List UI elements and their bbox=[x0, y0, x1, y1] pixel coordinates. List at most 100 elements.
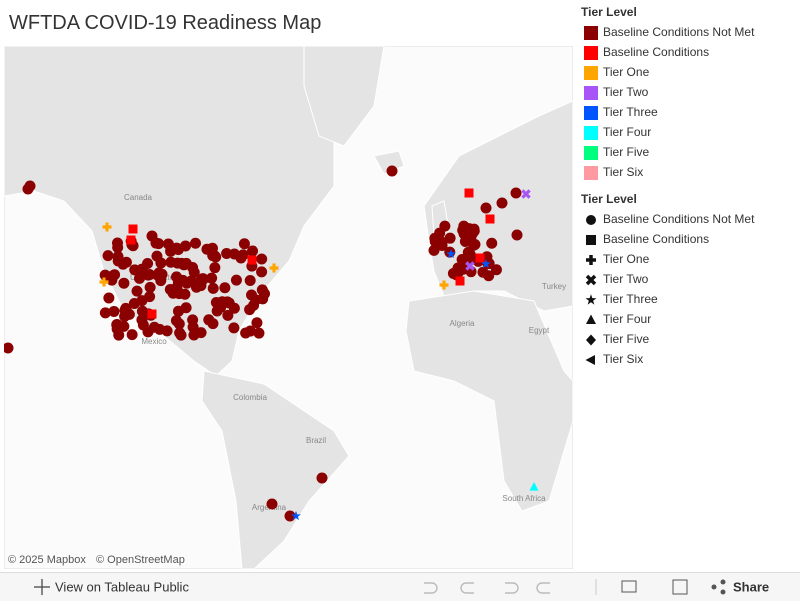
marker bbox=[511, 229, 523, 241]
legend-swatch bbox=[584, 66, 598, 80]
marker bbox=[219, 282, 231, 294]
toolbar-icons: View on Tableau Public Share bbox=[34, 579, 769, 595]
place-label: Canada bbox=[124, 193, 153, 202]
legend-symbol bbox=[585, 274, 597, 286]
marker bbox=[162, 238, 174, 250]
marker bbox=[481, 258, 491, 269]
marker bbox=[238, 238, 250, 250]
marker bbox=[4, 342, 14, 354]
marker bbox=[171, 242, 183, 254]
marker bbox=[178, 259, 190, 271]
legend-label: Baseline Conditions Not Met bbox=[603, 25, 755, 39]
marker bbox=[228, 302, 240, 314]
marker bbox=[209, 262, 221, 274]
marker bbox=[251, 317, 263, 329]
legend-label: Tier Four bbox=[603, 312, 651, 326]
marker bbox=[134, 272, 146, 284]
marker bbox=[195, 327, 207, 339]
marker bbox=[144, 291, 156, 303]
legend-swatch bbox=[584, 46, 598, 60]
marker bbox=[120, 256, 132, 268]
marker bbox=[206, 272, 218, 284]
marker bbox=[102, 222, 112, 232]
legend-title: Tier Level bbox=[581, 192, 637, 206]
marker bbox=[197, 273, 209, 285]
share[interactable]: Share bbox=[733, 579, 769, 594]
fullscreen-icon[interactable] bbox=[672, 579, 688, 595]
marker bbox=[144, 269, 156, 281]
legend-symbol bbox=[586, 334, 596, 346]
marker bbox=[126, 329, 138, 341]
legend-swatch bbox=[584, 26, 598, 40]
marker bbox=[207, 282, 219, 294]
marker bbox=[99, 307, 111, 319]
marker bbox=[151, 250, 163, 262]
legend-label: Tier Two bbox=[603, 85, 649, 99]
marker bbox=[181, 277, 193, 289]
marker bbox=[467, 227, 479, 239]
place-label: Brazil bbox=[306, 436, 326, 445]
marker bbox=[216, 296, 228, 308]
marker bbox=[483, 270, 495, 282]
marker bbox=[439, 280, 449, 290]
marker bbox=[118, 277, 130, 289]
marker bbox=[256, 253, 268, 265]
marker bbox=[161, 325, 173, 337]
toolbar: View on Tableau Public Share bbox=[0, 572, 800, 601]
marker bbox=[480, 202, 492, 214]
marker bbox=[244, 274, 256, 286]
legend-symbol bbox=[586, 314, 596, 324]
legend-symbol bbox=[586, 235, 596, 245]
legend-symbol bbox=[585, 355, 595, 365]
marker bbox=[316, 472, 328, 484]
marker bbox=[465, 261, 475, 271]
marker bbox=[464, 188, 474, 198]
marker bbox=[247, 245, 259, 257]
download-icon[interactable] bbox=[621, 580, 637, 593]
marker bbox=[458, 220, 470, 232]
marker bbox=[146, 230, 158, 242]
view-on-tableau[interactable]: View on Tableau Public bbox=[55, 579, 189, 594]
legend-label: Baseline Conditions bbox=[603, 232, 709, 246]
marker bbox=[175, 329, 187, 341]
marker bbox=[173, 288, 185, 300]
marker bbox=[108, 305, 120, 317]
legend-label: Tier One bbox=[603, 65, 650, 79]
legend-label: Tier Five bbox=[603, 332, 650, 346]
legend-title: Tier Level bbox=[581, 5, 637, 19]
undo-redo bbox=[424, 582, 550, 594]
legend-label: Tier One bbox=[603, 252, 650, 266]
marker bbox=[128, 224, 138, 234]
marker bbox=[113, 329, 125, 341]
marker bbox=[469, 239, 481, 251]
marker bbox=[112, 255, 124, 267]
marker bbox=[22, 183, 34, 195]
legend-label: Tier Six bbox=[603, 165, 643, 179]
marker bbox=[189, 237, 201, 249]
marker bbox=[129, 264, 141, 276]
place-label: Mexico bbox=[141, 337, 167, 346]
marker bbox=[452, 262, 464, 274]
marker bbox=[164, 283, 176, 295]
legend-swatch bbox=[584, 146, 598, 160]
marker bbox=[257, 293, 269, 305]
marker bbox=[180, 240, 192, 252]
marker bbox=[148, 321, 160, 333]
marker bbox=[112, 241, 124, 253]
marker bbox=[147, 309, 157, 319]
marker bbox=[144, 281, 156, 293]
marker bbox=[256, 266, 268, 278]
marker bbox=[153, 267, 165, 279]
marker bbox=[187, 321, 199, 333]
marker bbox=[529, 482, 539, 491]
marker bbox=[210, 251, 222, 263]
marker bbox=[203, 314, 215, 326]
legend-swatch bbox=[584, 126, 598, 140]
marker bbox=[256, 284, 268, 296]
legend-label: Tier Two bbox=[603, 272, 649, 286]
marker bbox=[173, 318, 185, 330]
legend-symbol bbox=[586, 255, 596, 265]
marker bbox=[187, 262, 199, 274]
legend: Tier Level Baseline Conditions Not Met Bas… bbox=[581, 5, 755, 366]
attribution: © OpenStreetMap bbox=[96, 554, 185, 566]
